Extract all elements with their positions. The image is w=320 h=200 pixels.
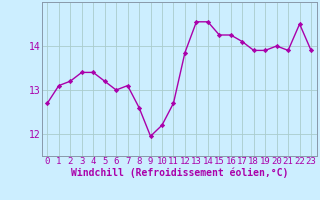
X-axis label: Windchill (Refroidissement éolien,°C): Windchill (Refroidissement éolien,°C): [70, 168, 288, 178]
